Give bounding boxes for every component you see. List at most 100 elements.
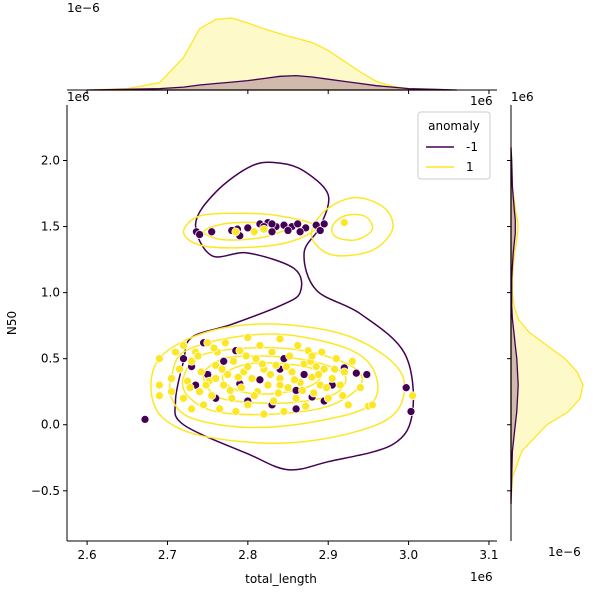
y-tick-label: 1.0 xyxy=(41,286,60,300)
point-pos1-65 xyxy=(339,367,349,377)
point-neg1-16 xyxy=(351,368,361,378)
point-pos1-61 xyxy=(323,393,333,403)
point-pos1-27 xyxy=(231,407,241,416)
point-pos1-88 xyxy=(314,370,323,379)
point-pos1-72 xyxy=(185,383,195,393)
legend-label-neg1: -1 xyxy=(466,140,478,154)
point-neg1-44 xyxy=(291,404,301,414)
point-pos1-33 xyxy=(247,374,257,383)
point-pos1-7 xyxy=(179,341,188,350)
point-pos1-16 xyxy=(203,338,213,348)
contour-pos1-0 xyxy=(150,323,406,444)
y-tick-label: −0.5 xyxy=(31,484,60,498)
kde-contours xyxy=(150,161,415,471)
point-pos1-66 xyxy=(343,400,353,410)
point-pos1-76 xyxy=(217,364,227,374)
point-pos1-14 xyxy=(196,367,206,377)
point-pos1-49 xyxy=(291,393,301,403)
axes: 2.6 2.7 2.8 2.9 3.0 3.1 −0.5 0.0 0.5 1.0 1.5 2.0 xyxy=(31,105,499,562)
point-pos1-99 xyxy=(259,224,269,234)
point-pos1-0 xyxy=(155,354,164,364)
point-pos1-10 xyxy=(187,404,196,414)
point-pos1-71 xyxy=(408,391,417,401)
point-pos1-83 xyxy=(274,388,283,398)
point-pos1-96 xyxy=(339,218,349,227)
point-pos1-24 xyxy=(223,370,233,379)
legend-title: anomaly xyxy=(428,119,480,133)
point-pos1-28 xyxy=(235,346,245,356)
point-pos1-32 xyxy=(243,400,253,410)
point-pos1-94 xyxy=(275,380,285,390)
point-pos1-90 xyxy=(330,364,339,374)
point-pos1-11 xyxy=(187,356,196,366)
point-pos1-18 xyxy=(207,391,217,401)
point-pos1-8 xyxy=(179,393,188,403)
x-tick-label: 2.6 xyxy=(78,548,97,562)
right-kde-neg1 xyxy=(510,147,519,505)
point-pos1-42 xyxy=(271,360,281,370)
point-pos1-85 xyxy=(290,375,299,385)
x-tick-label: 2.9 xyxy=(319,548,338,562)
point-pos1-74 xyxy=(201,380,211,390)
y-tick-label: 2.0 xyxy=(41,153,60,167)
point-pos1-86 xyxy=(298,386,307,395)
point-pos1-46 xyxy=(283,383,293,393)
y-offset-label: 1e6 xyxy=(67,90,90,104)
point-pos1-25 xyxy=(227,393,237,403)
point-pos1-15 xyxy=(199,400,208,410)
point-pos1-97 xyxy=(249,227,259,237)
scatter-points xyxy=(140,218,417,424)
point-pos1-31 xyxy=(243,333,253,342)
point-pos1-13 xyxy=(195,387,204,397)
contour-neg1-0 xyxy=(174,161,415,471)
point-neg1-46 xyxy=(219,356,229,366)
point-pos1-37 xyxy=(259,409,269,419)
right-kde-pos1 xyxy=(510,147,584,505)
point-neg1-38 xyxy=(315,226,325,235)
main-plot: 2.6 2.7 2.8 2.9 3.0 3.1 −0.5 0.0 0.5 1.0 1.5 2.0 xyxy=(31,105,499,562)
right-marginal-y-offset-label: 1e6 xyxy=(511,90,534,104)
point-pos1-77 xyxy=(225,386,235,395)
point-pos1-59 xyxy=(317,347,327,357)
x-tick-label: 3.1 xyxy=(479,548,498,562)
y-axis-label: N50 xyxy=(5,311,19,335)
point-pos1-56 xyxy=(309,388,319,398)
point-pos1-95 xyxy=(307,351,317,361)
top-kde-neg1 xyxy=(87,74,457,91)
point-neg1-24 xyxy=(243,223,253,233)
point-neg1-0 xyxy=(140,415,150,424)
point-pos1-92 xyxy=(211,374,221,383)
point-pos1-48 xyxy=(287,367,297,377)
point-pos1-91 xyxy=(338,391,348,401)
point-pos1-68 xyxy=(356,383,365,393)
point-pos1-21 xyxy=(215,404,225,414)
point-pos1-3 xyxy=(167,374,176,383)
point-pos1-5 xyxy=(171,347,180,357)
point-pos1-50 xyxy=(293,341,303,350)
point-pos1-36 xyxy=(255,341,265,350)
y-tick-label: 0.0 xyxy=(41,418,60,432)
point-pos1-4 xyxy=(167,387,176,397)
point-neg1-36 xyxy=(283,226,293,235)
point-pos1-89 xyxy=(322,383,331,393)
point-neg1-12 xyxy=(299,370,309,379)
point-pos1-80 xyxy=(249,391,259,401)
point-neg1-19 xyxy=(406,407,416,416)
point-pos1-82 xyxy=(265,370,275,379)
point-pos1-93 xyxy=(243,362,253,371)
point-pos1-41 xyxy=(269,396,278,406)
point-pos1-57 xyxy=(311,362,321,371)
point-neg1-41 xyxy=(267,219,277,229)
y-tick-label: 0.5 xyxy=(41,352,60,366)
x-axis-label: total_length xyxy=(245,572,317,586)
point-pos1-47 xyxy=(285,351,294,361)
point-pos1-60 xyxy=(319,364,329,374)
point-pos1-2 xyxy=(155,391,164,401)
legend-label-pos1: 1 xyxy=(466,160,474,174)
point-pos1-26 xyxy=(229,356,238,366)
point-pos1-63 xyxy=(331,354,341,364)
contour-pos1-7 xyxy=(310,196,394,257)
point-neg1-39 xyxy=(319,219,329,229)
top-marginal-offset-label: 1e−6 xyxy=(67,1,100,15)
